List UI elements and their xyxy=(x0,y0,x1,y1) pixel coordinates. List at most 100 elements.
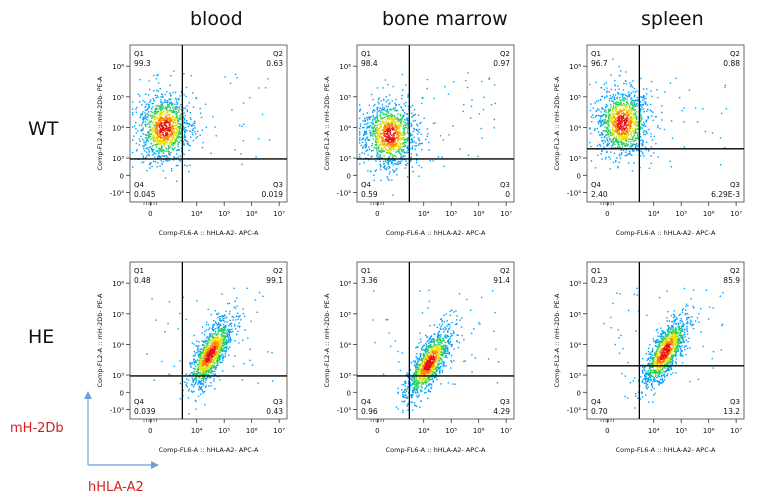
event-dot xyxy=(405,118,408,120)
event-dot xyxy=(615,130,617,133)
event-dot xyxy=(618,123,620,126)
event-dot xyxy=(193,343,195,345)
event-dot xyxy=(392,164,394,166)
event-dot xyxy=(394,162,396,165)
event-dot xyxy=(615,160,617,162)
event-dot xyxy=(619,147,622,149)
event-dot xyxy=(400,137,402,139)
event-dot xyxy=(642,95,645,97)
event-dot xyxy=(158,82,160,84)
event-dot xyxy=(174,112,176,114)
event-dot xyxy=(170,104,173,106)
event-dot xyxy=(155,319,157,321)
event-dot xyxy=(160,103,162,105)
event-dot xyxy=(160,106,162,108)
event-dot xyxy=(185,384,187,386)
event-dot xyxy=(399,146,401,148)
event-dot xyxy=(184,130,186,132)
event-dot xyxy=(634,94,636,96)
event-dot xyxy=(173,125,176,127)
event-dot xyxy=(595,114,598,117)
event-dot xyxy=(367,126,369,128)
event-dot xyxy=(140,115,142,117)
event-dot xyxy=(158,120,160,122)
event-dot xyxy=(177,117,179,120)
event-dot xyxy=(377,110,379,112)
event-dot xyxy=(417,133,419,135)
event-dot xyxy=(178,131,180,133)
event-dot xyxy=(635,139,637,141)
event-dot xyxy=(167,113,169,115)
event-dot xyxy=(239,325,241,328)
event-dot xyxy=(404,127,406,129)
event-dot xyxy=(609,139,611,141)
event-dot xyxy=(398,134,400,137)
event-dot xyxy=(144,121,147,123)
event-dot xyxy=(381,104,384,106)
event-dot xyxy=(380,165,382,167)
event-dot xyxy=(602,130,604,132)
event-dot xyxy=(390,153,392,156)
event-dot xyxy=(185,86,188,89)
event-dot xyxy=(212,333,214,335)
event-dot xyxy=(242,339,244,341)
event-dot xyxy=(423,117,425,119)
event-dot xyxy=(633,117,636,119)
y-tick-label: 10³ xyxy=(112,155,124,163)
event-dot xyxy=(400,153,403,156)
event-dot xyxy=(206,366,209,368)
event-dot xyxy=(395,137,397,139)
event-dot xyxy=(240,319,242,321)
event-dot xyxy=(238,316,240,318)
event-dot xyxy=(172,91,174,94)
event-dot xyxy=(225,343,228,345)
event-dot xyxy=(634,103,636,105)
event-dot xyxy=(621,130,623,132)
event-dot xyxy=(176,124,178,126)
event-dot xyxy=(596,145,599,147)
event-dot xyxy=(471,371,473,373)
event-dot xyxy=(406,151,408,153)
event-dot xyxy=(184,164,186,166)
event-dot xyxy=(225,310,227,312)
event-dot xyxy=(388,130,390,133)
event-dot xyxy=(642,133,645,136)
event-dot xyxy=(387,178,389,180)
event-dot xyxy=(613,116,616,118)
event-dot xyxy=(625,126,628,128)
event-dot xyxy=(173,156,175,158)
event-dot xyxy=(200,354,202,356)
event-dot xyxy=(149,133,151,136)
event-dot xyxy=(478,113,481,115)
event-dot xyxy=(623,149,625,152)
event-dot xyxy=(188,149,190,152)
event-dot xyxy=(625,136,627,138)
event-dot xyxy=(634,99,636,101)
event-dot xyxy=(614,98,616,101)
event-dot xyxy=(643,95,646,97)
event-dot xyxy=(591,121,593,123)
y-tick-label: 10⁴ xyxy=(569,124,581,132)
event-dot xyxy=(629,113,631,116)
event-dot xyxy=(606,90,608,92)
event-dot xyxy=(366,112,368,114)
event-dot xyxy=(402,395,404,398)
event-dot xyxy=(158,156,160,158)
event-dot xyxy=(155,146,158,148)
event-dot xyxy=(182,125,185,127)
event-dot xyxy=(401,94,403,97)
event-dot xyxy=(188,102,190,104)
event-dot xyxy=(360,144,362,147)
event-dot xyxy=(402,125,405,128)
event-dot xyxy=(156,156,159,159)
event-dot xyxy=(221,329,223,331)
event-dot xyxy=(430,335,433,337)
event-dot xyxy=(419,290,421,292)
event-dot xyxy=(616,123,619,125)
event-dot xyxy=(603,147,606,149)
event-dot xyxy=(626,142,628,145)
event-dot xyxy=(149,146,151,148)
event-dot xyxy=(402,394,404,396)
event-dot xyxy=(600,125,602,127)
event-dot xyxy=(416,353,418,355)
